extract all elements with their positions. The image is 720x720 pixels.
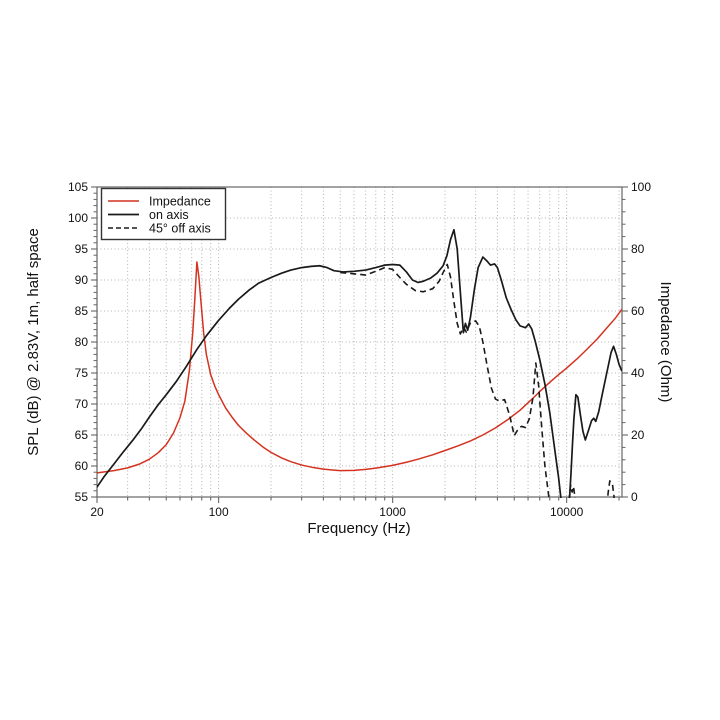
off-axis-curve	[340, 263, 615, 498]
y-left-tick-label: 55	[75, 490, 89, 504]
legend: Impedance on axis 45° off axis	[100, 187, 227, 241]
right-y-axis-title: Impedance (Ohm)	[657, 282, 674, 403]
left-y-axis-title: SPL (dB) @ 2.83V, 1m, half space	[25, 228, 42, 456]
x-tick-label: 20	[90, 505, 104, 519]
axis-ticks	[91, 186, 628, 503]
y-left-tick-label: 100	[68, 211, 88, 225]
legend-item-off-axis: 45° off axis	[108, 222, 211, 236]
axis-tick-labels: 20 100 1000 10000 55 60 65 70 75 80 85 90 95 100 105 0 2…	[68, 180, 651, 519]
y-right-tick-label: 0	[631, 490, 638, 504]
y-right-tick-label: 40	[631, 366, 645, 380]
on-axis-curve	[97, 228, 622, 498]
y-left-tick-label: 80	[75, 335, 89, 349]
x-tick-label: 10000	[550, 505, 584, 519]
y-right-tick-label: 100	[631, 180, 651, 194]
x-tick-label: 1000	[379, 505, 406, 519]
y-right-tick-label: 20	[631, 428, 645, 442]
y-left-tick-label: 105	[68, 180, 88, 194]
legend-label-on-axis: on axis	[149, 208, 189, 222]
legend-item-impedance: Impedance	[108, 195, 211, 209]
y-left-tick-label: 95	[75, 242, 89, 256]
y-left-tick-label: 90	[75, 273, 89, 287]
legend-item-on-axis: on axis	[108, 208, 189, 222]
y-left-tick-label: 60	[75, 459, 89, 473]
x-tick-label: 100	[209, 505, 229, 519]
y-right-tick-label: 80	[631, 242, 645, 256]
y-left-tick-label: 85	[75, 304, 89, 318]
y-right-tick-label: 60	[631, 304, 645, 318]
y-left-tick-label: 75	[75, 366, 89, 380]
impedance-curve	[97, 261, 622, 474]
x-axis-title: Frequency (Hz)	[307, 520, 410, 537]
y-left-tick-label: 65	[75, 428, 89, 442]
legend-label-off-axis: 45° off axis	[149, 222, 211, 236]
y-left-tick-label: 70	[75, 397, 89, 411]
legend-label-impedance: Impedance	[149, 195, 211, 209]
